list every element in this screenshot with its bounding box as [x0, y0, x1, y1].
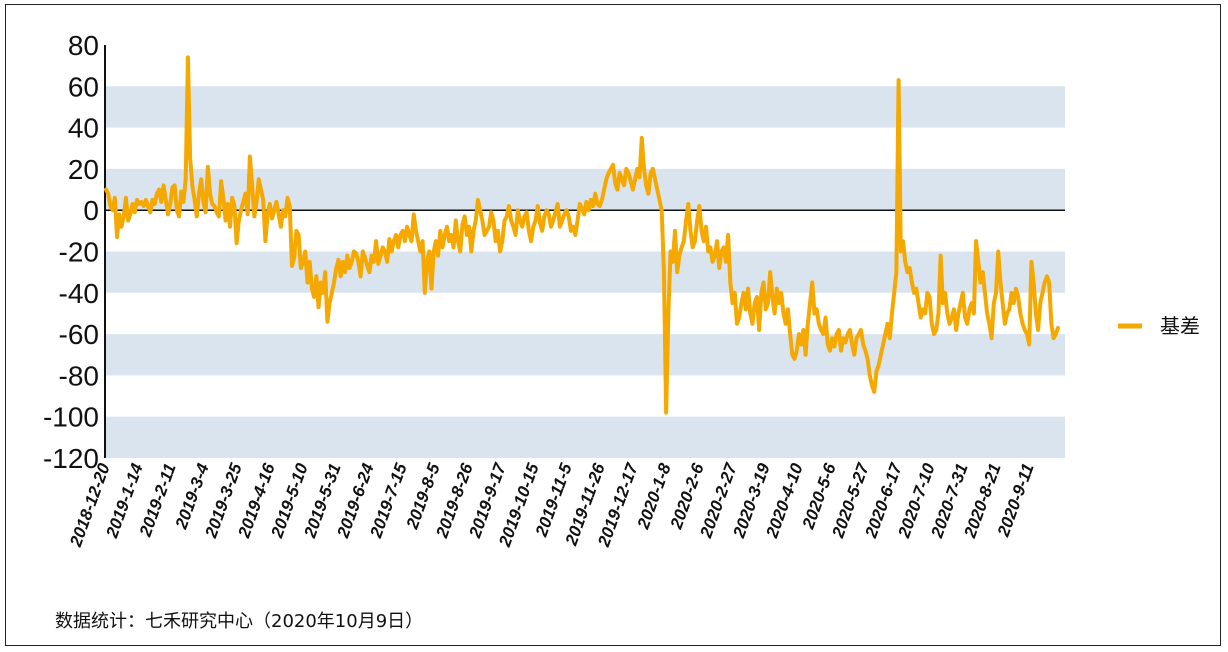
y-tick-label: 20 [68, 154, 99, 185]
y-tick-label: 80 [68, 30, 99, 61]
y-tick-label: -80 [59, 360, 99, 391]
grid-bands [105, 86, 1065, 458]
y-tick-label: -20 [59, 237, 99, 268]
source-note: 数据统计：七禾研究中心（2020年10月9日） [55, 611, 423, 632]
y-tick-label: -60 [59, 319, 99, 350]
y-tick-label: -100 [43, 402, 99, 433]
chart-frame [5, 4, 1221, 646]
grid-band [105, 416, 1065, 458]
legend-label: 基差 [1160, 314, 1200, 338]
y-tick-label: 60 [68, 71, 99, 102]
legend: 基差 [1118, 314, 1200, 338]
y-tick-labels: 80 60 40 20 0 -20 -40 -60 -80 -100 -120 [43, 30, 99, 474]
y-tick-label: 0 [83, 195, 99, 226]
grid-band [105, 251, 1065, 293]
series-line-基差 [104, 55, 1060, 415]
y-tick-label: -40 [59, 278, 99, 309]
y-tick-label: -120 [43, 443, 99, 474]
grid-band [105, 86, 1065, 128]
x-tick-labels: 2018-12-202019-1-142019-2-112019-3-42019… [66, 459, 1038, 550]
grid-band [105, 334, 1065, 376]
y-tick-label: 40 [68, 113, 99, 144]
